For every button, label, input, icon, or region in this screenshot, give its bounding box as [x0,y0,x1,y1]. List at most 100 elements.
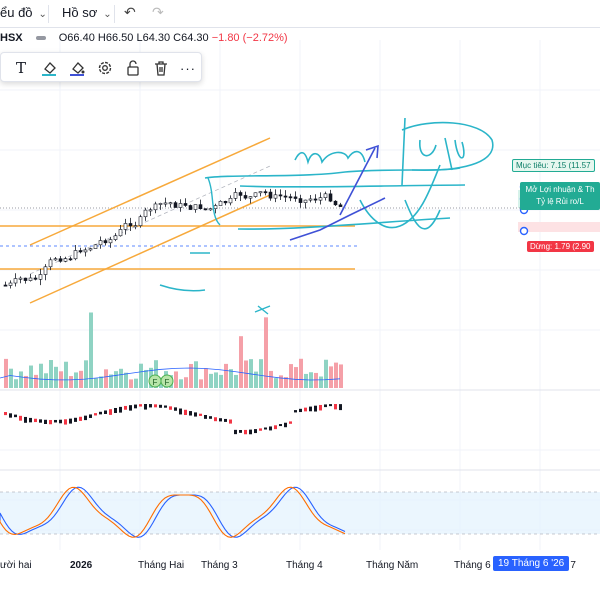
momentum-bar [119,406,122,413]
redo-icon[interactable]: ↷ [152,4,164,20]
parallel-channel[interactable] [29,137,271,304]
candle [93,244,98,249]
candle-body [228,197,233,204]
stop-label[interactable]: Dừng: 1.79 (2.90 [527,241,594,252]
momentum-bar [144,404,147,410]
candle [58,256,63,263]
candle [78,247,83,254]
candle-body [218,200,223,206]
volume-bar [134,378,138,388]
momentum-bar [39,419,42,423]
lock-icon[interactable] [123,58,143,78]
candle [173,201,178,208]
candle-body [148,209,153,212]
time-label: Tháng 3 [201,560,238,571]
candle-body [143,209,148,218]
projection-stroke [359,164,441,229]
candle-body [23,277,28,281]
volume-bar [209,373,213,388]
candle-body [203,208,208,211]
candle [178,199,183,212]
volume-bar [84,360,88,388]
momentum-bar [164,405,167,408]
fill-color-icon[interactable] [39,58,59,78]
momentum-bar [9,413,12,418]
risk-reward-label[interactable]: Mở Lợi nhuận & Th Tỷ lệ Rủi ro/L [520,182,600,210]
candle [8,280,13,289]
symbol-label[interactable]: HSX [0,32,23,44]
volume-bar [294,367,298,388]
volume-bar [39,363,43,388]
candle-body [298,198,303,203]
candle-body [273,194,278,199]
momentum-bar [234,429,237,435]
momentum-bar [294,410,297,413]
annotation-stroke [254,305,271,315]
time-label: 2026 [70,560,93,571]
candle [123,218,128,235]
line-color-icon[interactable] [67,58,87,78]
momentum-bar [219,418,222,422]
volume-bar [234,374,238,388]
volume-bar [299,358,303,388]
target-label[interactable]: Mục tiêu: 7.15 (11.57 [512,159,595,172]
volume-bar [319,376,323,388]
delete-icon[interactable] [151,58,171,78]
momentum-bar [149,404,152,408]
freehand-drawings[interactable] [159,117,494,315]
candle [118,224,123,237]
drag-handle [519,226,529,236]
candle-body [223,200,228,204]
candle [283,190,288,203]
candle [23,277,28,284]
text-icon[interactable]: T [15,59,26,77]
volume-bar [19,371,23,388]
undo-icon[interactable]: ↶ [124,4,136,20]
settings-icon[interactable] [95,58,115,78]
momentum-bar [99,411,102,415]
volume-bar [14,379,18,388]
profile-menu[interactable]: Hồ sơ ⌄ [62,5,112,20]
ratio-line-1: Mở Lợi nhuận & Th [525,185,595,194]
ratio-line-2: Tỷ lệ Rủi ro/L [536,197,584,206]
momentum-bar [94,413,97,416]
candle-body [193,204,198,210]
candle-body [158,203,163,205]
candle [278,189,283,201]
volume-bar [24,375,28,388]
volume-bar [139,363,143,388]
momentum-bar [44,419,47,425]
candle-body [73,250,78,260]
volume-bar [279,375,283,388]
candle [103,238,108,246]
momentum-bar [54,419,57,423]
more-icon[interactable]: ··· [180,60,196,76]
divider [48,5,49,23]
loss-zone[interactable] [518,222,600,232]
channel-mid [29,165,271,275]
ohlc-legend: HSX O66.40 H66.50 L64.30 C64.30 −1.80 (−… [0,32,288,44]
candle-body [188,205,193,210]
legend-change: −1.80 (−2.72%) [211,32,288,44]
candle [228,195,233,206]
candle [258,191,263,197]
volume-bar [74,372,78,388]
legend-toggle[interactable] [35,36,46,41]
candle [323,191,328,201]
stoch-d-line [0,486,346,538]
momentum-bar [279,424,282,427]
trend-arrow [339,147,376,216]
volume-bar [324,359,328,388]
momentum-bar [134,404,137,409]
volume-bar [199,379,203,388]
legend-low: L64.30 [136,32,171,44]
candle-body [288,196,293,199]
volume-bar [29,365,33,388]
chart-menu[interactable]: ểu đồ ⌄ [0,5,47,20]
legend-high: H66.50 [97,32,134,44]
candle-body [208,208,213,211]
candle-body [163,202,168,205]
volume-bar [184,377,188,388]
